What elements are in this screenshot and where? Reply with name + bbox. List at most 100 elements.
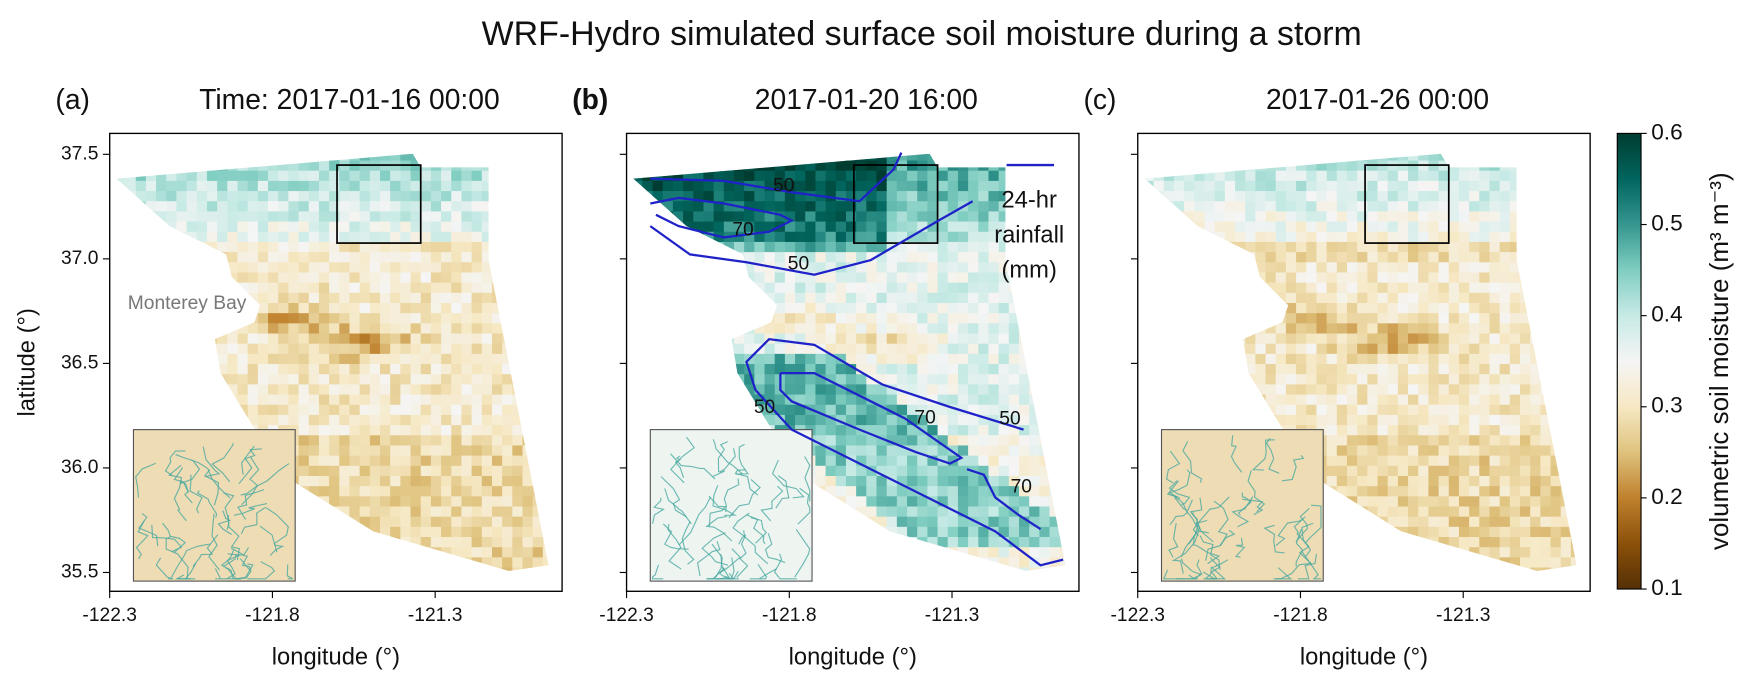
soil-cell	[420, 384, 432, 396]
soil-cell	[1019, 282, 1030, 294]
soil-cell	[633, 282, 644, 294]
soil-cell	[176, 353, 188, 365]
panel-title: Time: 2017-01-16 00:00	[199, 83, 500, 115]
soil-cell	[774, 180, 786, 192]
soil-cell	[1144, 364, 1155, 375]
soil-cell	[268, 153, 279, 162]
soil-cell	[542, 353, 549, 365]
soil-cell	[733, 282, 745, 294]
soil-cell	[471, 486, 483, 498]
stream	[164, 450, 186, 477]
soil-cell	[1540, 343, 1552, 355]
soil-cell	[866, 364, 878, 375]
soil-cell	[420, 153, 432, 162]
soil-cell	[1479, 313, 1491, 325]
stream	[203, 469, 220, 506]
soil-cell	[886, 364, 898, 375]
soil-cell	[1346, 404, 1358, 416]
soil-cell	[835, 404, 847, 416]
soil-cell	[1357, 414, 1369, 426]
soil-cell	[308, 323, 320, 335]
soil-cell	[1039, 404, 1051, 416]
soil-cell	[410, 292, 422, 304]
soil-cell	[1530, 343, 1542, 355]
soil-cell	[318, 241, 330, 253]
soil-cell	[298, 292, 310, 304]
soil-cell	[957, 343, 969, 355]
soil-cell	[1008, 353, 1020, 365]
soil-cell	[917, 252, 929, 263]
soil-cell	[957, 313, 969, 325]
soil-cell	[1570, 191, 1577, 202]
soil-cell	[662, 272, 674, 284]
soil-cell	[998, 292, 1010, 304]
soil-cell	[1049, 374, 1061, 386]
soil-cell	[845, 292, 857, 304]
soil-cell	[1049, 435, 1061, 447]
soil-cell	[907, 465, 918, 477]
soil-cell	[1397, 374, 1409, 386]
soil-cell	[1008, 282, 1020, 294]
soil-cell	[1418, 333, 1430, 345]
soil-cell	[522, 537, 534, 548]
soil-cell	[125, 343, 137, 355]
soil-cell	[957, 323, 969, 335]
soil-cell	[1479, 374, 1491, 386]
soil-cell	[1144, 180, 1155, 192]
soil-cell	[1408, 241, 1419, 253]
soil-cell	[400, 231, 412, 243]
soil-cell	[896, 262, 908, 274]
soil-cell	[1479, 353, 1491, 365]
soil-cell	[1008, 475, 1020, 487]
soil-cell	[876, 313, 888, 325]
soil-cell	[1458, 252, 1470, 263]
soil-cell	[672, 272, 684, 284]
soil-cell	[1438, 221, 1450, 233]
soil-cell	[978, 547, 990, 559]
soil-cell	[288, 333, 300, 345]
soil-cell	[1265, 160, 1277, 172]
soil-cell	[998, 201, 1010, 213]
soil-cell	[1275, 384, 1287, 396]
soil-cell	[390, 241, 402, 253]
soil-cell	[430, 425, 442, 436]
soil-cell	[978, 333, 990, 345]
soil-cell	[774, 272, 786, 284]
soil-cell	[461, 343, 473, 355]
soil-cell	[461, 292, 473, 304]
soil-cell	[1408, 153, 1419, 162]
soil-cell	[723, 292, 735, 304]
soil-cell	[1499, 374, 1511, 386]
soil-cell	[835, 557, 847, 569]
soil-cell	[907, 435, 918, 447]
soil-cell	[1039, 475, 1051, 487]
soil-cell	[268, 384, 279, 396]
soil-cell	[502, 201, 514, 213]
soil-cell	[512, 292, 524, 304]
soil-cell	[988, 567, 1000, 571]
soil-cell	[988, 353, 1000, 365]
soil-cell	[461, 526, 473, 538]
soil-cell	[339, 506, 351, 518]
soil-cell	[461, 221, 473, 233]
soil-cell	[1153, 191, 1165, 202]
soil-cell	[835, 170, 847, 182]
soil-cell	[532, 292, 544, 304]
soil-cell	[937, 425, 949, 436]
soil-cell	[1296, 323, 1307, 335]
soil-cell	[672, 160, 684, 172]
soil-cell	[1204, 404, 1216, 416]
soil-cell	[733, 191, 745, 202]
soil-cell	[1144, 374, 1155, 386]
soil-cell	[825, 292, 837, 304]
soil-cell	[359, 191, 371, 202]
soil-cell	[723, 323, 735, 335]
soil-cell	[927, 465, 939, 477]
soil-cell	[278, 282, 290, 294]
soil-cell	[1336, 404, 1348, 416]
soil-cell	[1499, 343, 1511, 355]
soil-cell	[1550, 201, 1562, 213]
soil-cell	[441, 262, 452, 274]
soil-cell	[1184, 201, 1195, 213]
soil-cell	[308, 414, 320, 426]
